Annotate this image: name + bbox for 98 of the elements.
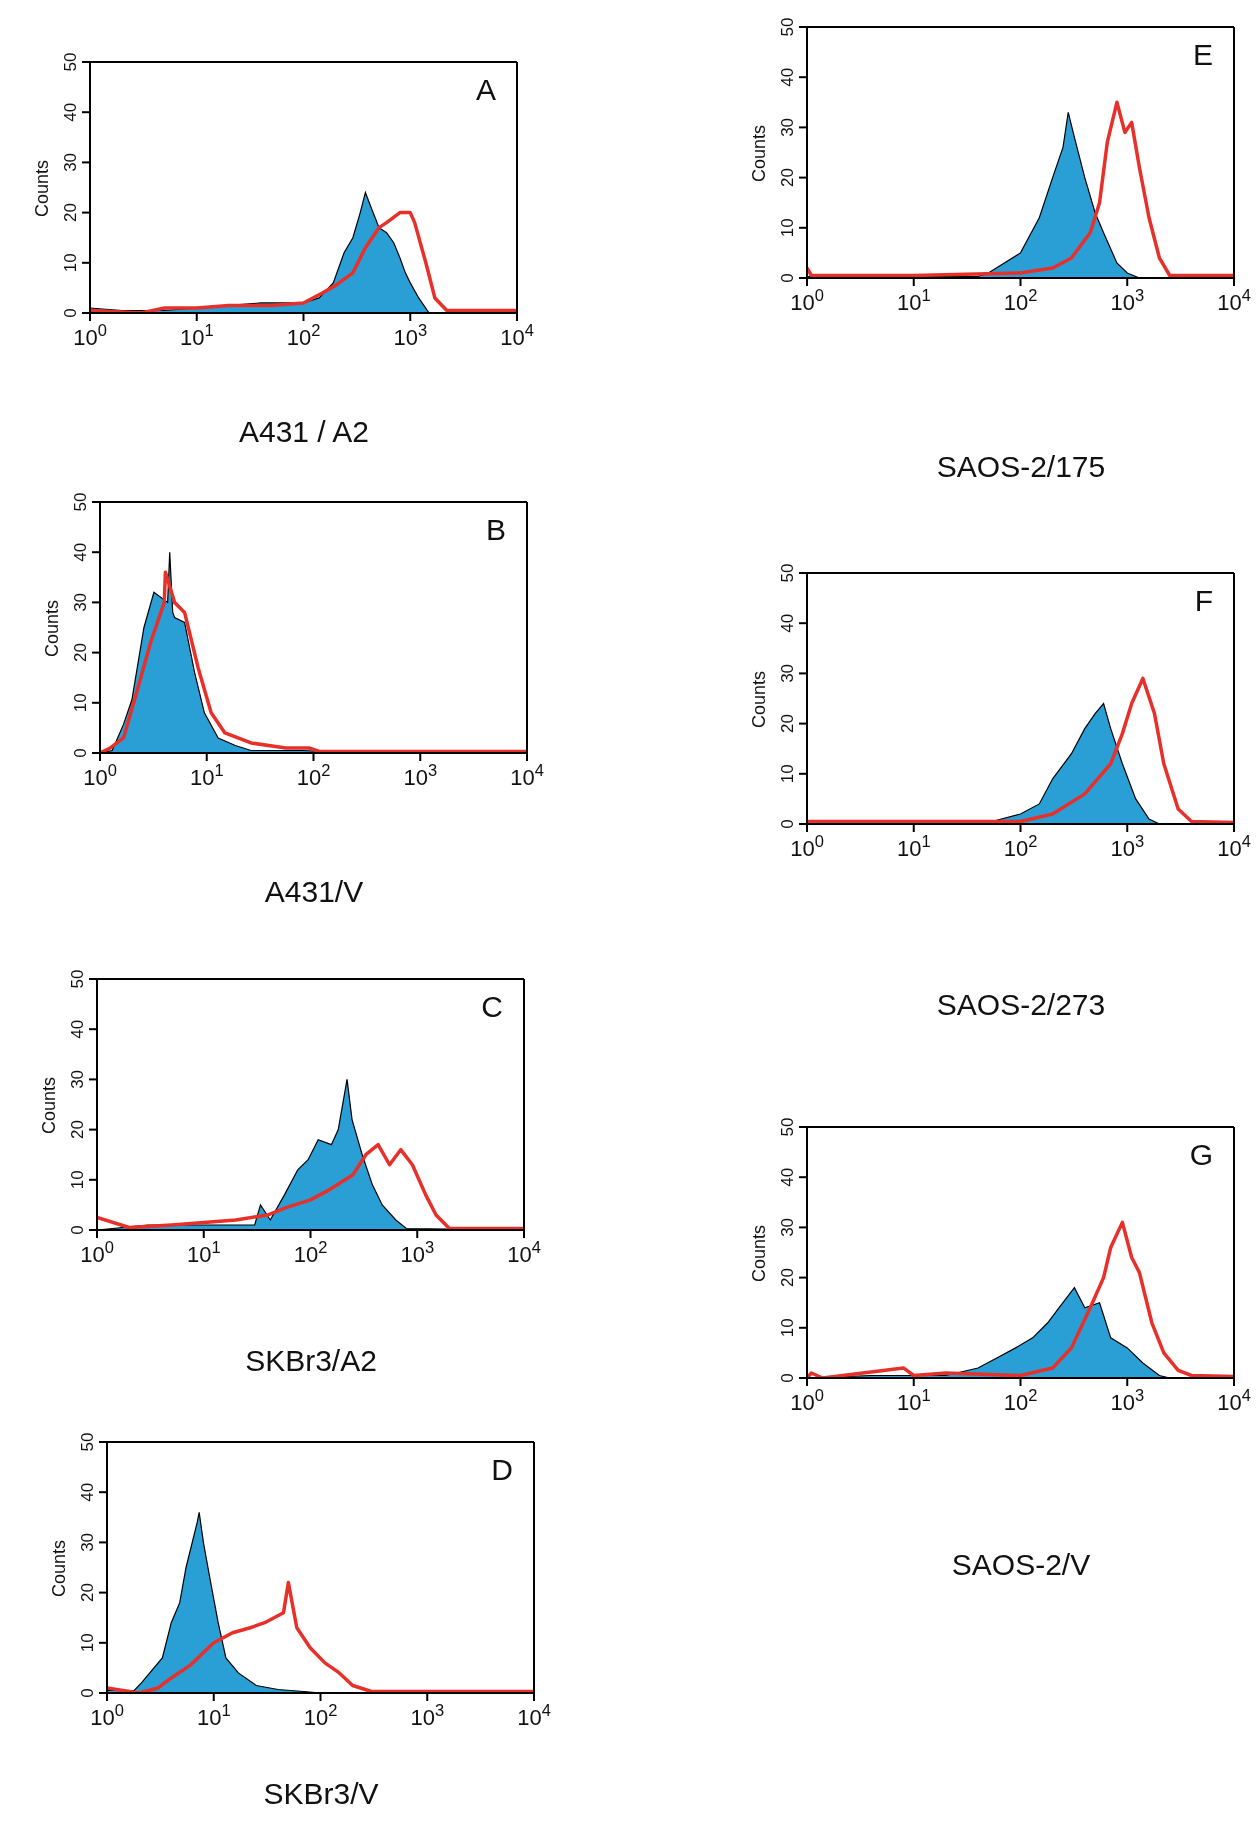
y-axis-title: Counts [32,159,52,217]
x-axis-title: SAOS-2/V [951,1548,1091,1581]
x-tick-label: 10$^{2}$ [1003,832,1038,861]
y-tick-label: 10 [778,764,797,784]
x-tick-label: 10$^{3}$ [1110,832,1145,861]
x-tick-label: 10$^{1}$ [189,761,224,790]
annotation: D [491,1453,513,1486]
y-tick-label: 0 [71,748,90,758]
y-tick-label: 20 [778,168,797,188]
y-tick-label: 40 [61,102,80,122]
x-tick-label: 10$^{0}$ [73,321,107,350]
x-tick-label: 10$^{3}$ [1110,286,1145,315]
x-tick-label: 10$^{0}$ [790,832,824,861]
x-tick-label: 10$^{0}$ [790,286,824,315]
x-tick-label: 10$^{1}$ [896,1386,931,1415]
x-axis-title: A431 / A2 [238,415,370,448]
x-tick-label: 10$^{1}$ [179,321,214,350]
x-tick-label: 10$^{1}$ [196,1701,231,1730]
annotation: G [1189,1138,1213,1171]
x-tick-label: 10$^{3}$ [400,1238,435,1267]
y-axis-title: Counts [49,1539,69,1597]
y-tick-label: 30 [778,663,797,683]
x-tick-label: 10$^{3}$ [1110,1386,1145,1415]
y-tick-label: 30 [78,1532,97,1552]
x-tick-label: 10$^{1}$ [896,832,931,861]
y-tick-label: 10 [78,1633,97,1653]
y-tick-label: 50 [778,563,797,583]
y-axis-title: Counts [39,1076,59,1134]
y-tick-label: 20 [78,1583,97,1603]
y-tick-label: 0 [778,273,797,283]
x-tick-label: 10$^{0}$ [790,1386,824,1415]
x-tick-label: 10$^{4}$ [1217,832,1251,861]
y-axis-title: Counts [749,670,769,728]
x-axis-title: SAOS-2/175 [936,450,1106,483]
y-axis-title: Counts [42,599,62,657]
annotation: F [1194,584,1213,617]
x-tick-label: 10$^{1}$ [186,1238,221,1267]
x-tick-label: 10$^{2}$ [303,1701,338,1730]
y-tick-label: 10 [778,218,797,238]
x-tick-label: 10$^{2}$ [1003,286,1038,315]
y-tick-label: 20 [778,714,797,734]
y-tick-label: 30 [778,1217,797,1237]
x-tick-label: 10$^{4}$ [1217,286,1251,315]
y-tick-label: 40 [78,1482,97,1502]
y-tick-label: 0 [68,1225,87,1235]
y-tick-label: 0 [778,819,797,829]
x-tick-label: 10$^{2}$ [286,321,321,350]
y-tick-label: 50 [71,492,90,512]
y-tick-label: 0 [78,1688,97,1698]
y-tick-label: 50 [68,969,87,989]
y-tick-label: 10 [778,1318,797,1338]
x-tick-label: 10$^{3}$ [403,761,438,790]
x-tick-label: 10$^{4}$ [517,1701,551,1730]
y-tick-label: 50 [778,17,797,37]
y-tick-label: 40 [778,613,797,633]
x-tick-label: 10$^{2}$ [1003,1386,1038,1415]
x-tick-label: 10$^{2}$ [296,761,331,790]
y-tick-label: 10 [71,693,90,713]
y-tick-label: 40 [71,542,90,562]
y-tick-label: 30 [71,592,90,612]
y-tick-label: 30 [778,117,797,137]
x-tick-label: 10$^{4}$ [1217,1386,1251,1415]
x-axis-title: SKBr3/V [263,1777,379,1810]
y-tick-label: 30 [68,1069,87,1089]
y-tick-label: 30 [61,152,80,172]
y-tick-label: 50 [78,1432,97,1452]
x-tick-label: 10$^{4}$ [510,761,544,790]
y-tick-label: 20 [61,203,80,223]
y-tick-label: 10 [68,1170,87,1190]
x-axis-title: SKBr3/A2 [245,1344,377,1377]
y-tick-label: 40 [778,1167,797,1187]
y-tick-label: 50 [778,1117,797,1137]
x-axis-title: SAOS-2/273 [936,988,1106,1021]
y-tick-label: 20 [778,1268,797,1288]
y-tick-label: 40 [778,67,797,87]
x-tick-label: 10$^{4}$ [507,1238,541,1267]
y-tick-label: 20 [68,1120,87,1140]
x-tick-label: 10$^{3}$ [393,321,428,350]
annotation: E [1192,38,1213,71]
x-tick-label: 10$^{2}$ [293,1238,328,1267]
y-tick-label: 40 [68,1019,87,1039]
x-tick-label: 10$^{0}$ [90,1701,124,1730]
y-tick-label: 0 [778,1373,797,1383]
x-axis-title: A431/V [264,875,364,908]
x-tick-label: 10$^{0}$ [80,1238,114,1267]
x-tick-label: 10$^{3}$ [410,1701,445,1730]
y-tick-label: 50 [61,52,80,72]
annotation: A [475,73,496,106]
annotation: B [485,513,506,546]
y-tick-label: 20 [71,643,90,663]
x-tick-label: 10$^{0}$ [83,761,117,790]
y-axis-title: Counts [749,124,769,182]
y-tick-label: 0 [61,308,80,318]
y-tick-label: 10 [61,253,80,273]
x-tick-label: 10$^{4}$ [500,321,534,350]
x-tick-label: 10$^{1}$ [896,286,931,315]
y-axis-title: Counts [749,1224,769,1282]
annotation: C [481,990,503,1023]
